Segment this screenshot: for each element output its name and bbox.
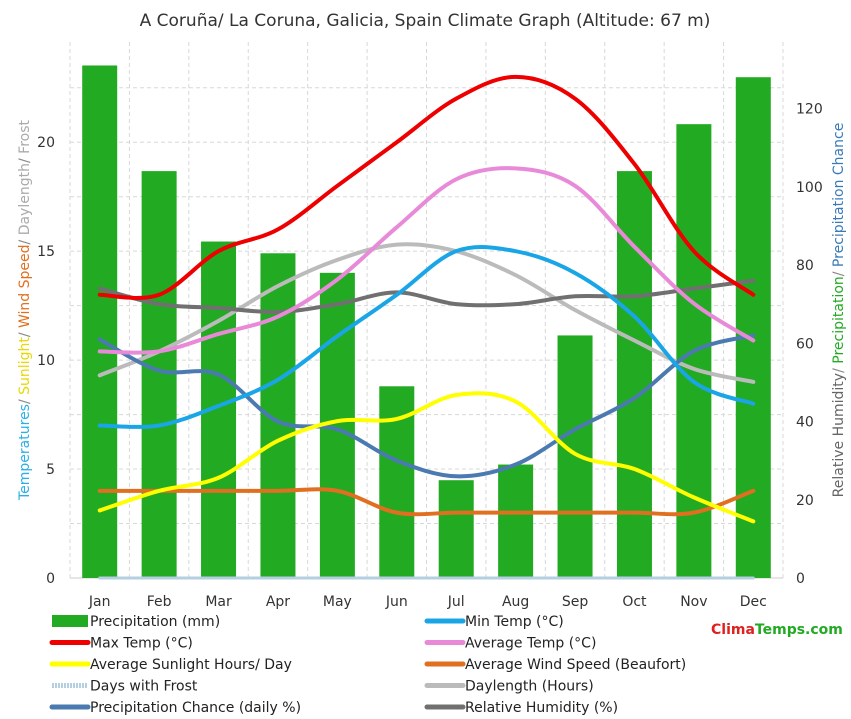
x-tick-label: Nov (680, 594, 707, 610)
axis-label-part: Temperatures (17, 404, 33, 501)
series-lines (97, 74, 756, 580)
axis-label-part: Daylength (17, 163, 33, 235)
legend-label-max-temp-c: Max Temp (°C) (90, 636, 193, 652)
max-temp-c-line (97, 74, 756, 300)
axis-label-part: Sunlight (17, 337, 33, 395)
min-temp-c-line (97, 245, 756, 429)
chart-title: A Coruña/ La Coruna, Galicia, Spain Clim… (140, 11, 711, 31)
left-tick-label: 20 (37, 135, 55, 151)
legend-label-daylength-hours: Daylength (Hours) (465, 679, 594, 695)
axis-label-part: / (17, 154, 33, 163)
x-tick-label: Oct (622, 594, 647, 610)
legend-label-days-with-frost: Days with Frost (90, 679, 198, 695)
x-tick-label: Apr (266, 594, 290, 610)
precipitation-chance-daily-line (97, 333, 756, 479)
right-tick-label: 40 (796, 415, 814, 431)
x-tick-label: Mar (205, 594, 232, 610)
right-tick-label: 120 (796, 102, 823, 118)
relative-humidity-line (97, 278, 756, 315)
legend-label-average-temp-c: Average Temp (°C) (465, 636, 596, 652)
left-tick-label: 15 (37, 244, 55, 260)
legend-label-average-wind-speed-beaufort: Average Wind Speed (Beaufort) (465, 657, 686, 673)
legend-swatch-precipitation-mm (52, 615, 88, 627)
legend-label-min-temp-c: Min Temp (°C) (465, 614, 564, 630)
x-tick-label: Sep (562, 594, 589, 610)
legend-label-average-sunlight-hours-day: Average Sunlight Hours/ Day (90, 657, 292, 673)
left-axis-ticks: 0 5 10 15 20 (37, 135, 55, 587)
axis-label-part: Wind Speed (17, 244, 33, 328)
right-tick-label: 100 (796, 180, 823, 196)
x-tick-label: Jul (447, 594, 465, 610)
axis-label-part: / (17, 328, 33, 337)
daylength-hours-line (97, 242, 756, 384)
legend-label-precipitation-chance-daily: Precipitation Chance (daily %) (90, 700, 301, 716)
precipitation-bar-dec (735, 77, 771, 579)
left-tick-label: 5 (46, 462, 55, 478)
precipitation-bar-jul (438, 480, 474, 578)
x-tick-label: May (323, 594, 352, 610)
precipitation-bar-jan (82, 65, 118, 579)
precipitation-bar-feb (141, 171, 177, 578)
average-temp-c-line (97, 166, 756, 355)
axis-label-part: / (17, 235, 33, 244)
left-axis-label: Temperatures/ Sunlight/ Wind Speed/ Dayl… (17, 120, 33, 501)
precipitation-bar-sep (557, 335, 593, 578)
right-tick-label: 0 (796, 571, 805, 587)
right-axis-ticks: 0 20 40 60 80 100 120 (796, 102, 823, 587)
brand-logo[interactable]: ClimaTemps.com (711, 622, 843, 638)
left-tick-label: 10 (37, 353, 55, 369)
axis-label-part: Relative Humidity (831, 373, 847, 497)
x-tick-label: Jan (88, 594, 111, 610)
x-tick-label: Feb (147, 594, 172, 610)
left-tick-label: 0 (46, 571, 55, 587)
average-sunlight-hours-day-line (97, 391, 756, 524)
right-tick-label: 20 (796, 493, 814, 509)
brand-part1: Clima (711, 622, 755, 638)
axis-label-part: / (831, 267, 847, 276)
right-axis-label: Relative Humidity/ Precipitation/ Precip… (831, 123, 847, 498)
precipitation-bar-oct (616, 171, 652, 578)
legend-label-relative-humidity: Relative Humidity (%) (465, 700, 618, 716)
x-tick-label: Aug (502, 594, 529, 610)
axis-label-part: Precipitation Chance (831, 123, 847, 267)
legend: Precipitation (mm) Min Temp (°C) Max Temp … (49, 614, 686, 716)
right-tick-label: 60 (796, 336, 814, 352)
legend-label-precipitation-mm: Precipitation (mm) (90, 614, 220, 630)
precipitation-bar-aug (498, 464, 534, 578)
x-tick-label: Dec (740, 594, 767, 610)
axis-label-part: Precipitation (831, 276, 847, 364)
axis-label-part: Frost (17, 120, 33, 154)
axis-label-part: / (17, 395, 33, 404)
right-tick-label: 80 (796, 258, 814, 274)
brand-part2: Temps.com (755, 622, 843, 638)
x-axis-ticks: Jan Feb Mar Apr May Jun Jul Aug Sep Oct Nov Dec (88, 594, 767, 610)
x-tick-label: Jun (385, 594, 408, 610)
average-wind-speed-beaufort-line (97, 487, 756, 517)
axis-label-part: / (831, 364, 847, 373)
